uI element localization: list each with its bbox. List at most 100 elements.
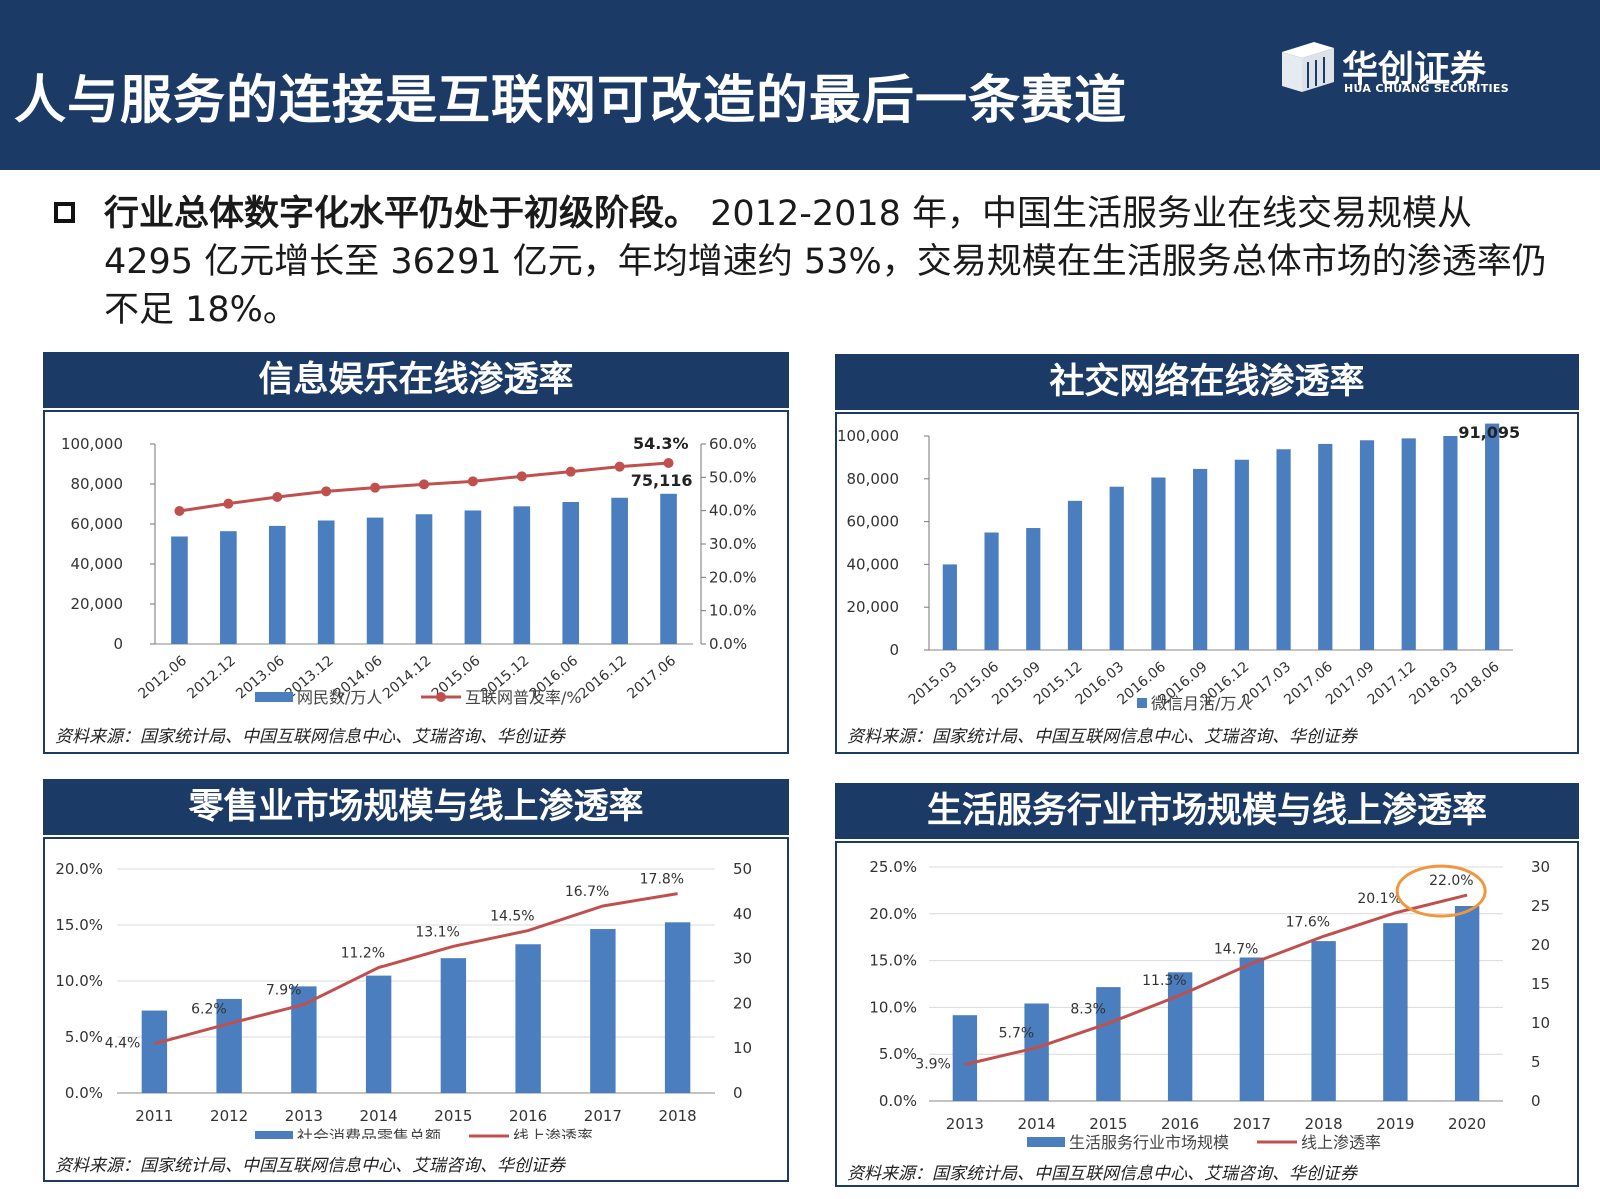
y2-tick-label: 20 (1531, 936, 1550, 954)
y2-tick-label: 40.0% (709, 502, 757, 520)
source-note: 资料来源：国家统计局、中国互联网信息中心、艾瑞咨询、华创证券 (55, 727, 565, 747)
y-tick-label: 10.0% (55, 972, 103, 990)
line-series (964, 893, 1468, 1066)
y-tick-label: 60,000 (71, 515, 124, 533)
page-title: 人与服务的连接是互联网可改造的最后一条赛道 (14, 71, 1128, 131)
panel-title: 社交网络在线渗透率 (835, 354, 1579, 410)
y-tick-label: 25.0% (869, 858, 917, 876)
legend-swatch (1137, 698, 1147, 708)
y2-tick-label: 20.0% (709, 568, 757, 586)
y2-tick-label: 40 (733, 905, 752, 923)
panel-retail: 零售业市场规模与线上渗透率 20.0% 15.0% 10.0% 5.0% 0.0% 50 4… (43, 779, 789, 1182)
x-tick-label: 2012.06 (135, 653, 190, 703)
legend-label: 线上渗透率 (513, 1127, 593, 1139)
y2-tick-label: 30 (1531, 858, 1550, 876)
y-tick-label: 60,000 (847, 513, 900, 531)
legend-label: 微信月活/万人 (1151, 694, 1252, 713)
bar (1485, 423, 1500, 650)
x-tick-label: 2011 (135, 1107, 173, 1125)
y2-tick-label: 0 (1531, 1092, 1541, 1110)
bar (291, 986, 317, 1093)
y-tick-label: 100,000 (837, 427, 899, 445)
line-marker (272, 492, 283, 502)
data-label: 20.1% (1357, 891, 1401, 907)
y-tick-label: 10.0% (869, 998, 917, 1016)
y-tick-label: 15.0% (55, 916, 103, 934)
x-tick-label: 2015 (434, 1107, 472, 1125)
x-tick-label: 2016 (509, 1107, 547, 1125)
chart-retail: 20.0% 15.0% 10.0% 5.0% 0.0% 50 40 30 20 10 0 2011 20… (55, 860, 752, 1139)
bar (1151, 477, 1166, 650)
line-marker (419, 479, 429, 490)
y2-tick-label: 10.0% (709, 602, 757, 620)
chart-life-services: 25.0%20.0%15.0%10.0%5.0%0.0%302520151050… (869, 858, 1550, 1152)
y-tick-label: 20,000 (71, 595, 124, 613)
y-tick-label: 0.0% (65, 1084, 103, 1102)
legend-label: 生活服务行业市场规模 (1069, 1133, 1229, 1152)
line-marker (467, 476, 478, 487)
bar (952, 1015, 978, 1101)
panel-life-services: 生活服务行业市场规模与线上渗透率 25.0% 20.0% 15.0% 10.0% 5.0… (835, 783, 1579, 1187)
bar (1276, 449, 1291, 650)
line-marker (614, 461, 625, 472)
data-label: 54.3% (633, 434, 689, 453)
x-tick-label: 2014.12 (380, 653, 435, 702)
bar (220, 531, 237, 644)
bar (440, 958, 467, 1093)
y-tick-label: 40,000 (847, 555, 900, 573)
line-marker (370, 482, 381, 493)
y-tick-label: 20,000 (847, 598, 900, 616)
legend-swatch (255, 1131, 293, 1139)
bar (1193, 468, 1208, 650)
data-label: 5.7% (999, 1026, 1035, 1042)
data-label: 4.4% (105, 1036, 141, 1052)
bar (942, 564, 957, 650)
y-tick-label: 80,000 (847, 470, 900, 488)
y2-tick-label: 15 (1531, 975, 1550, 993)
data-label: 11.2% (341, 946, 385, 962)
bar (1383, 923, 1408, 1101)
bar (1454, 906, 1480, 1101)
y2-tick-label: 5 (1531, 1053, 1541, 1071)
y-tick-label: 100,000 (61, 435, 123, 453)
x-tick-label: 2013 (946, 1115, 984, 1133)
bar (562, 502, 580, 644)
bar (1311, 941, 1336, 1101)
bar (1026, 528, 1041, 650)
data-label: 14.7% (1214, 941, 1258, 957)
bar (216, 998, 242, 1093)
panel-title: 零售业市场规模与线上渗透率 (43, 779, 789, 835)
bar (664, 922, 691, 1093)
y-tick-label: 15.0% (869, 952, 917, 970)
bar (513, 506, 531, 644)
data-label: 17.8% (640, 872, 684, 888)
bar (1234, 459, 1249, 650)
data-label: 13.1% (415, 924, 459, 940)
y-tick-label: 20.0% (869, 905, 917, 923)
bar (1239, 957, 1265, 1101)
data-label: 6.2% (191, 1002, 227, 1018)
y2-tick-label: 10 (1531, 1014, 1550, 1032)
bar (268, 525, 286, 644)
bar (141, 1010, 168, 1093)
y2-tick-label: 50.0% (709, 468, 757, 486)
y-tick-label: 20.0% (55, 860, 103, 878)
bar (515, 944, 541, 1093)
data-label: 17.6% (1286, 914, 1330, 930)
bar (365, 975, 392, 1093)
x-tick-label: 2018 (659, 1107, 697, 1125)
highlight-ellipse (1395, 864, 1487, 918)
y2-tick-label: 50 (733, 860, 752, 878)
y-tick-label: 80,000 (71, 475, 124, 493)
line-marker (174, 506, 185, 516)
y-tick-label: 0.0% (879, 1092, 917, 1110)
bar (1024, 1003, 1049, 1101)
y2-tick-label: 60.0% (709, 435, 757, 453)
intro-body-text: 2012-2018 年，中国生活服务业在线交易规模从 4295 亿元增长至 36… (104, 194, 1547, 330)
bullet-square-icon (54, 202, 75, 223)
x-tick-label: 2014 (1018, 1115, 1056, 1133)
y2-tick-label: 30.0% (709, 535, 757, 553)
data-label: 16.7% (565, 884, 609, 900)
bar (1443, 436, 1458, 650)
intro-paragraph: 行业总体数字化水平仍处于初级阶段。 2012-2018 年，中国生活服务业在线交… (104, 190, 1564, 334)
